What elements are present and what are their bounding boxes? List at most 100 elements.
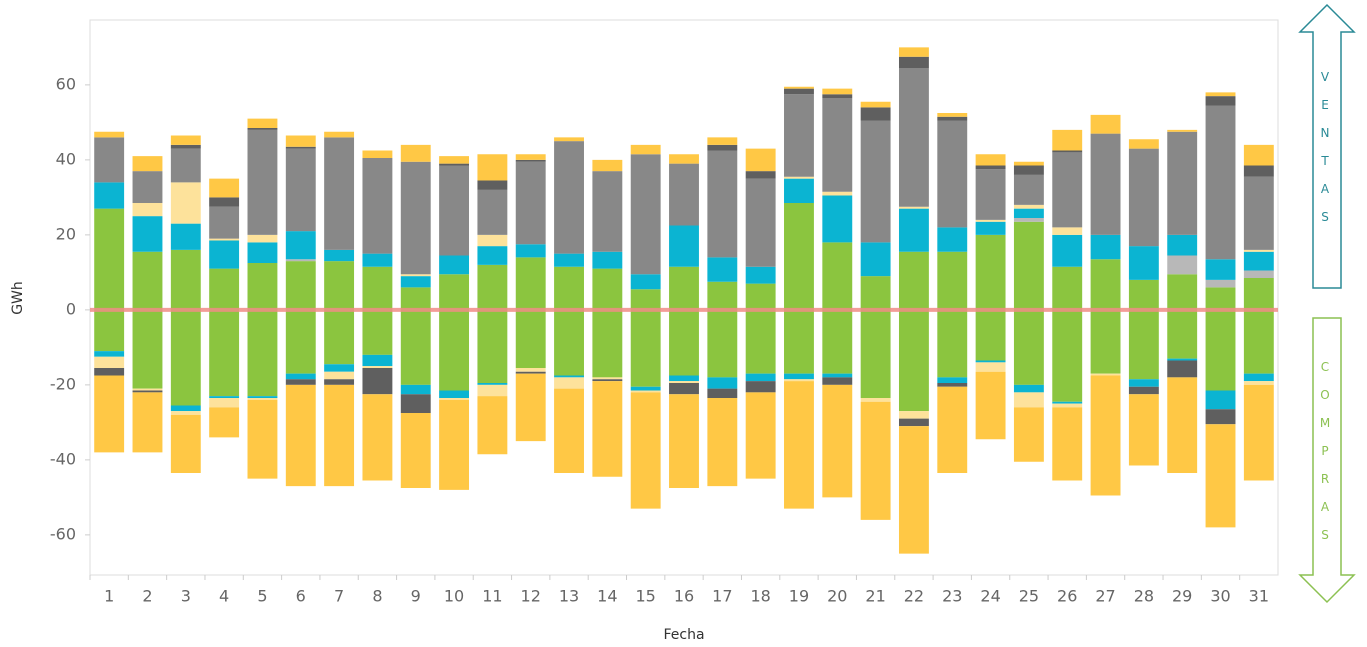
bar-segment	[324, 249, 355, 262]
bar-segment	[170, 309, 201, 406]
bar-segment	[669, 375, 699, 382]
bar-segment	[285, 231, 316, 260]
bar-segment	[1167, 234, 1198, 256]
bar-segment	[285, 309, 316, 374]
bar-segment	[324, 384, 355, 487]
bar-segment	[477, 189, 508, 235]
x-tick-label: 18	[750, 587, 770, 606]
x-tick-label: 20	[827, 587, 847, 606]
bar-segment	[324, 364, 355, 372]
bar-segment	[132, 392, 163, 453]
bar-segment	[1128, 246, 1159, 280]
x-tick-label: 14	[597, 587, 617, 606]
bar-segment	[592, 251, 623, 269]
bar-segment	[822, 191, 853, 196]
bar-segment	[669, 383, 699, 395]
bar-segment	[745, 178, 776, 267]
bar-segment	[707, 281, 738, 310]
bar-segment	[1243, 373, 1274, 382]
x-tick-label: 5	[257, 587, 267, 606]
bar-segment	[1243, 270, 1274, 278]
bar-segment	[362, 366, 393, 368]
bar-segment	[477, 383, 508, 385]
bar-segment	[247, 309, 278, 397]
bar-segment	[592, 381, 623, 477]
bar-segment	[554, 266, 584, 310]
bar-segment	[745, 148, 776, 172]
bar-segment	[1128, 279, 1159, 310]
bar-segment	[1167, 255, 1198, 275]
bar-segment	[324, 131, 355, 138]
bar-segment	[362, 394, 393, 481]
x-tick-label: 29	[1172, 587, 1192, 606]
y-tick-label: 40	[56, 149, 76, 168]
bar-segment	[745, 373, 776, 382]
bar-segment	[1090, 234, 1121, 260]
bar-segment	[707, 309, 738, 378]
bar-segment	[784, 373, 814, 380]
bar-segment	[592, 159, 623, 172]
bar-segment	[630, 154, 661, 275]
bar-segment	[477, 396, 508, 455]
bar-segment	[592, 309, 623, 378]
bar-segment	[132, 156, 163, 172]
x-axis-title: Fecha	[663, 627, 704, 643]
bar-segment	[1205, 105, 1236, 260]
bar-segment	[1205, 424, 1236, 528]
bar-segment	[1128, 309, 1159, 380]
purchases-label: COMPRAS	[1318, 360, 1332, 556]
bar-segment	[860, 242, 891, 277]
x-tick-label: 10	[444, 587, 464, 606]
bar-segment	[669, 381, 699, 383]
y-tick-label: -60	[50, 524, 76, 543]
bar-segment	[94, 137, 125, 183]
x-tick-label: 30	[1210, 587, 1230, 606]
bar-segment	[1167, 274, 1198, 310]
bar-segment	[477, 264, 508, 310]
bar-segment	[1167, 309, 1198, 359]
bar-segment	[860, 101, 891, 108]
y-tick-label: 0	[66, 299, 76, 318]
bar-segment	[822, 373, 853, 378]
bar-segment	[860, 120, 891, 243]
x-tick-label: 8	[372, 587, 382, 606]
bar-segment	[362, 354, 393, 367]
bar-segment	[170, 135, 201, 145]
bar-segment	[1013, 392, 1044, 408]
bar-segment	[439, 390, 470, 398]
bar-segment	[209, 238, 240, 241]
bar-segment	[400, 413, 431, 488]
bar-segment	[784, 178, 814, 203]
x-tick-label: 19	[789, 587, 809, 606]
bar-segment	[209, 309, 240, 397]
bar-segment	[400, 309, 431, 385]
bar-segment	[1052, 234, 1083, 267]
bar-segment	[937, 227, 968, 252]
bar-segment	[898, 418, 929, 427]
bar-segment	[592, 377, 623, 380]
x-tick-label: 27	[1095, 587, 1115, 606]
bar-segment	[630, 386, 661, 391]
bar-segment	[860, 107, 891, 121]
bar-segment	[285, 148, 316, 232]
x-tick-label: 3	[181, 587, 191, 606]
bar-segment	[1243, 309, 1274, 374]
bar-segment	[515, 244, 546, 258]
bar-segment	[822, 98, 853, 192]
bar-segment	[630, 392, 661, 509]
x-tick-label: 13	[559, 587, 579, 606]
bar-segment	[1052, 309, 1083, 402]
bar-segment	[94, 182, 125, 209]
x-tick-label: 26	[1057, 587, 1077, 606]
bar-segment	[247, 242, 278, 263]
bar-segment	[975, 360, 1006, 363]
bar-segment	[515, 161, 546, 245]
bar-segment	[1243, 381, 1274, 385]
x-tick-label: 1	[104, 587, 114, 606]
bar-segment	[515, 159, 546, 162]
bar-segment	[630, 289, 661, 310]
bar-segment	[247, 129, 278, 235]
bar-segment	[94, 131, 125, 138]
x-tick-label: 2	[142, 587, 152, 606]
